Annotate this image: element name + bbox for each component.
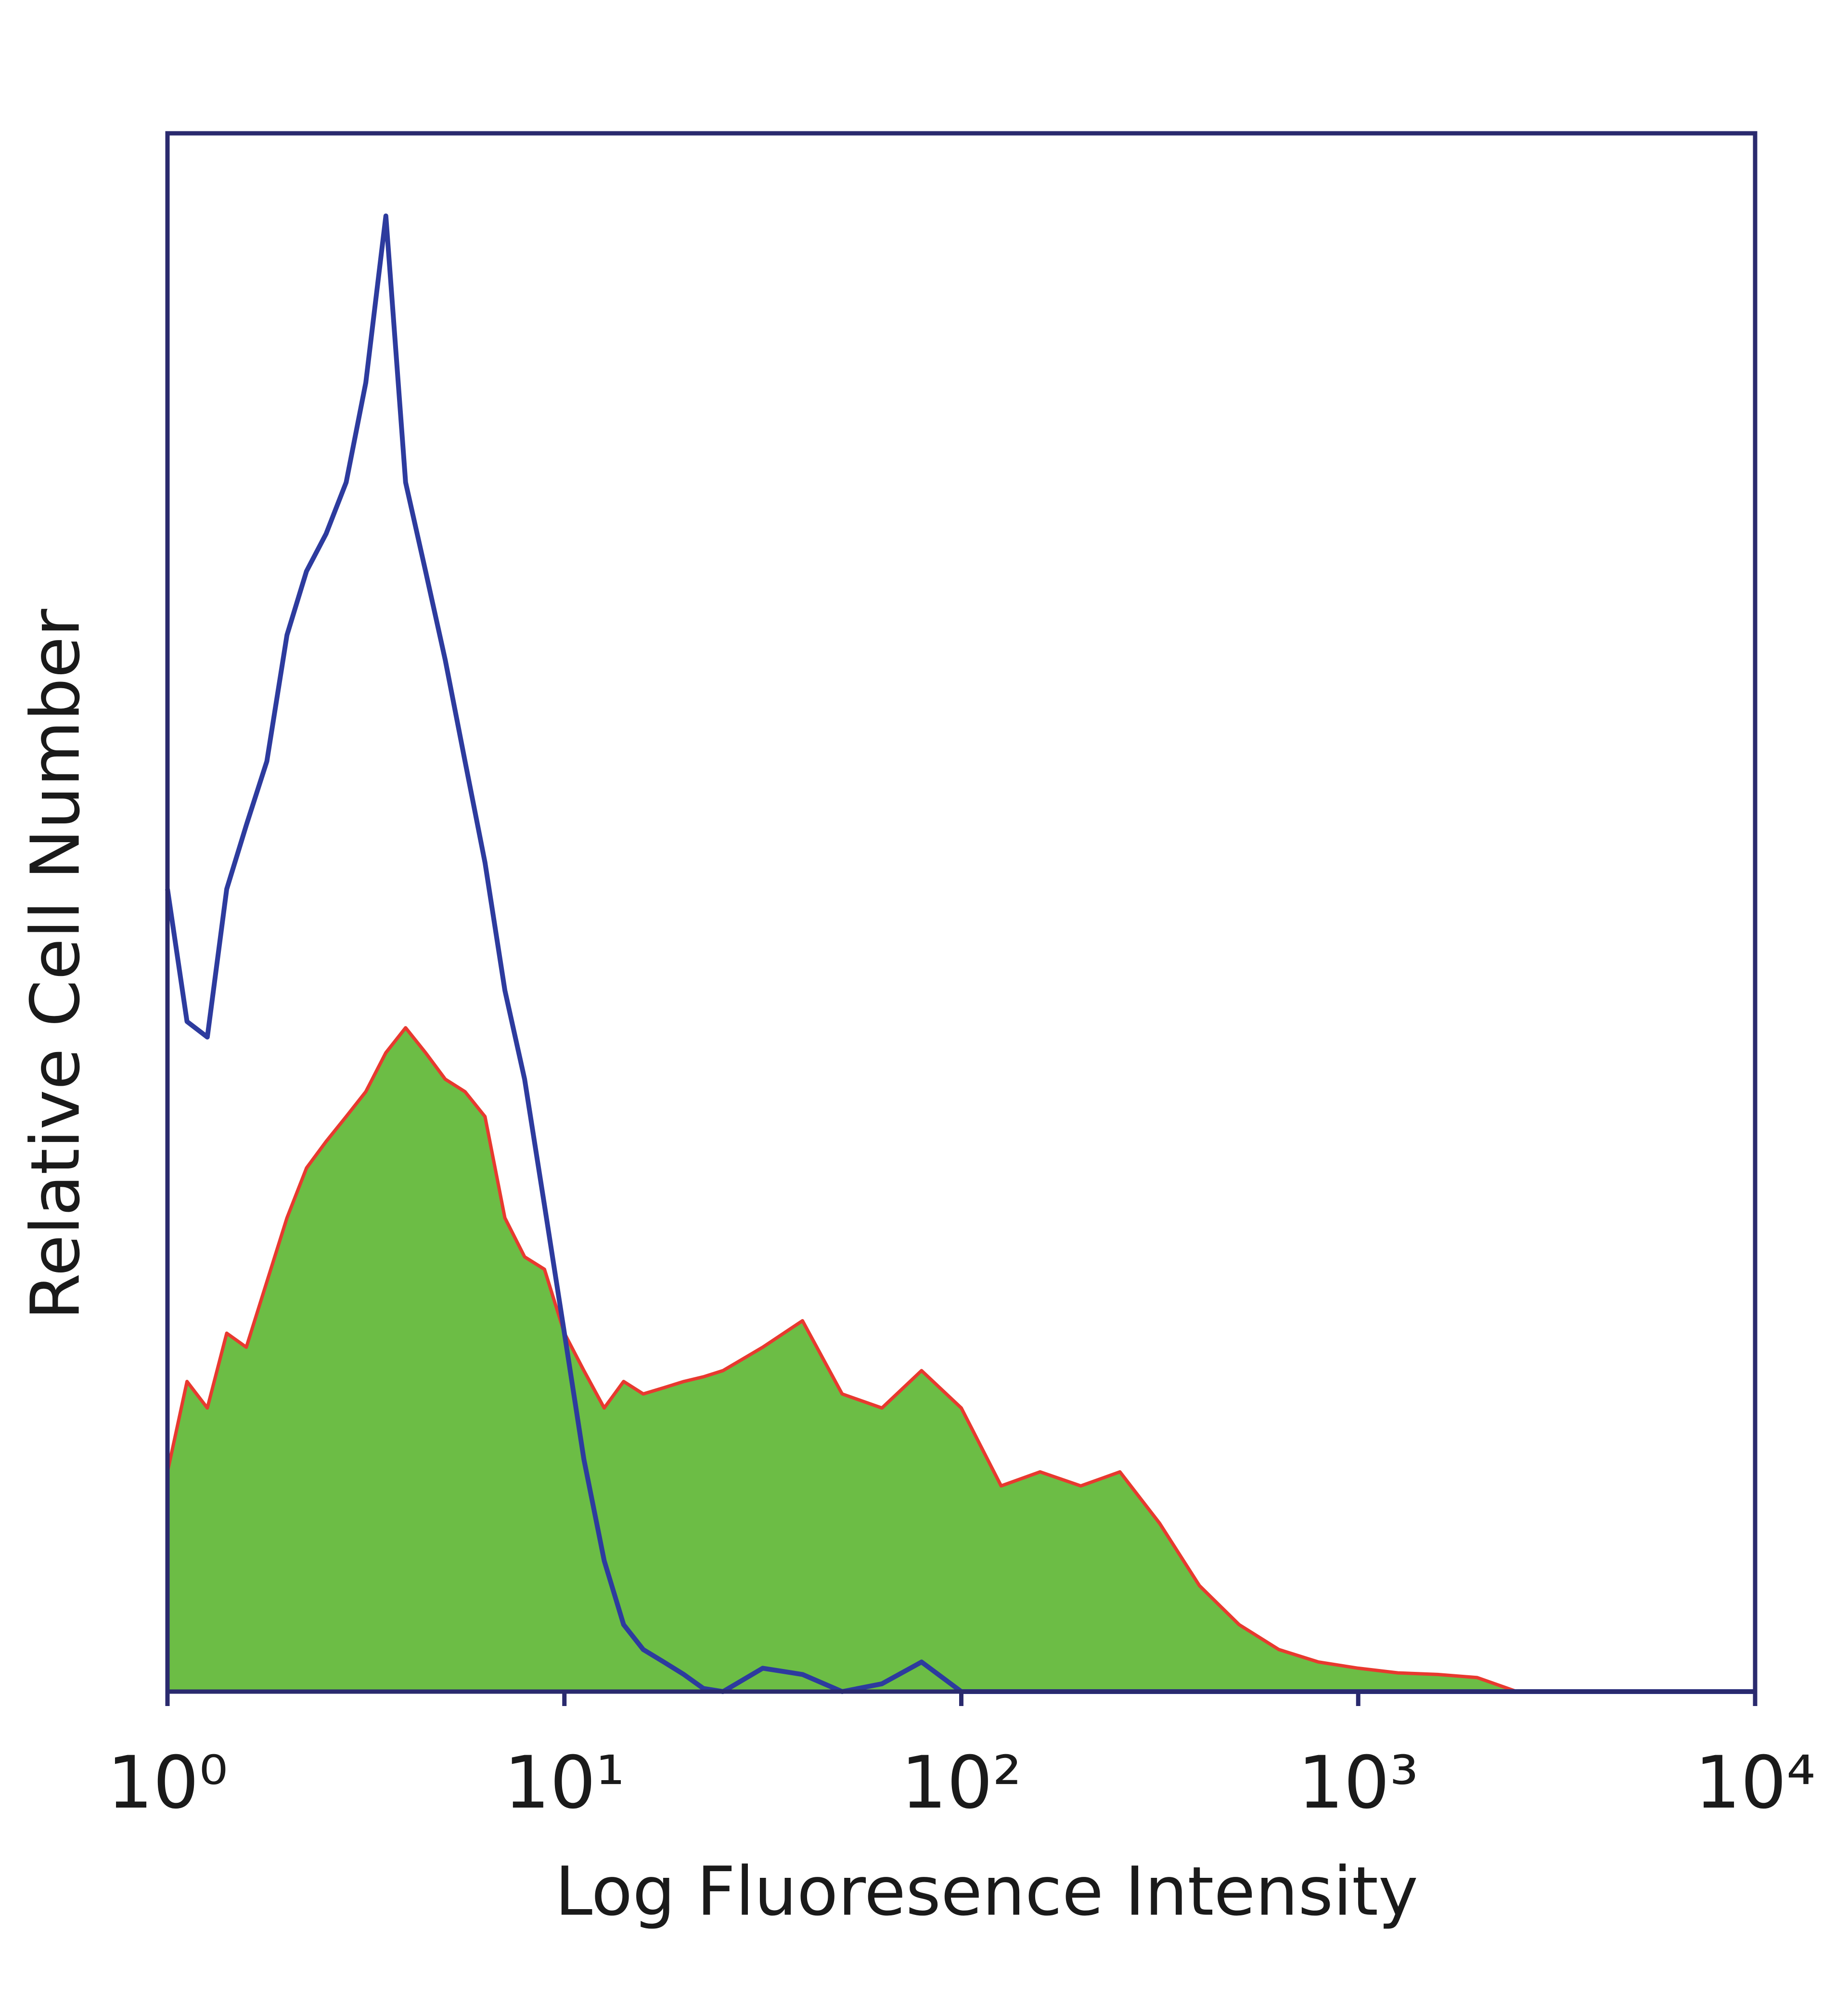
y-axis-label: Relative Cell Number bbox=[17, 609, 95, 1320]
x-tick-label: 10² bbox=[901, 1741, 1022, 1825]
x-axis-label: Log Fluoresence Intensity bbox=[555, 1853, 1418, 1931]
x-tick-label: 10⁴ bbox=[1694, 1741, 1815, 1825]
line bbox=[166, 1026, 1755, 1694]
x-tick-label: 10⁰ bbox=[107, 1741, 228, 1825]
area bbox=[167, 1027, 1755, 1692]
x-tick-label: 10³ bbox=[1298, 1741, 1419, 1825]
x-tick-label: 10¹ bbox=[504, 1741, 625, 1825]
